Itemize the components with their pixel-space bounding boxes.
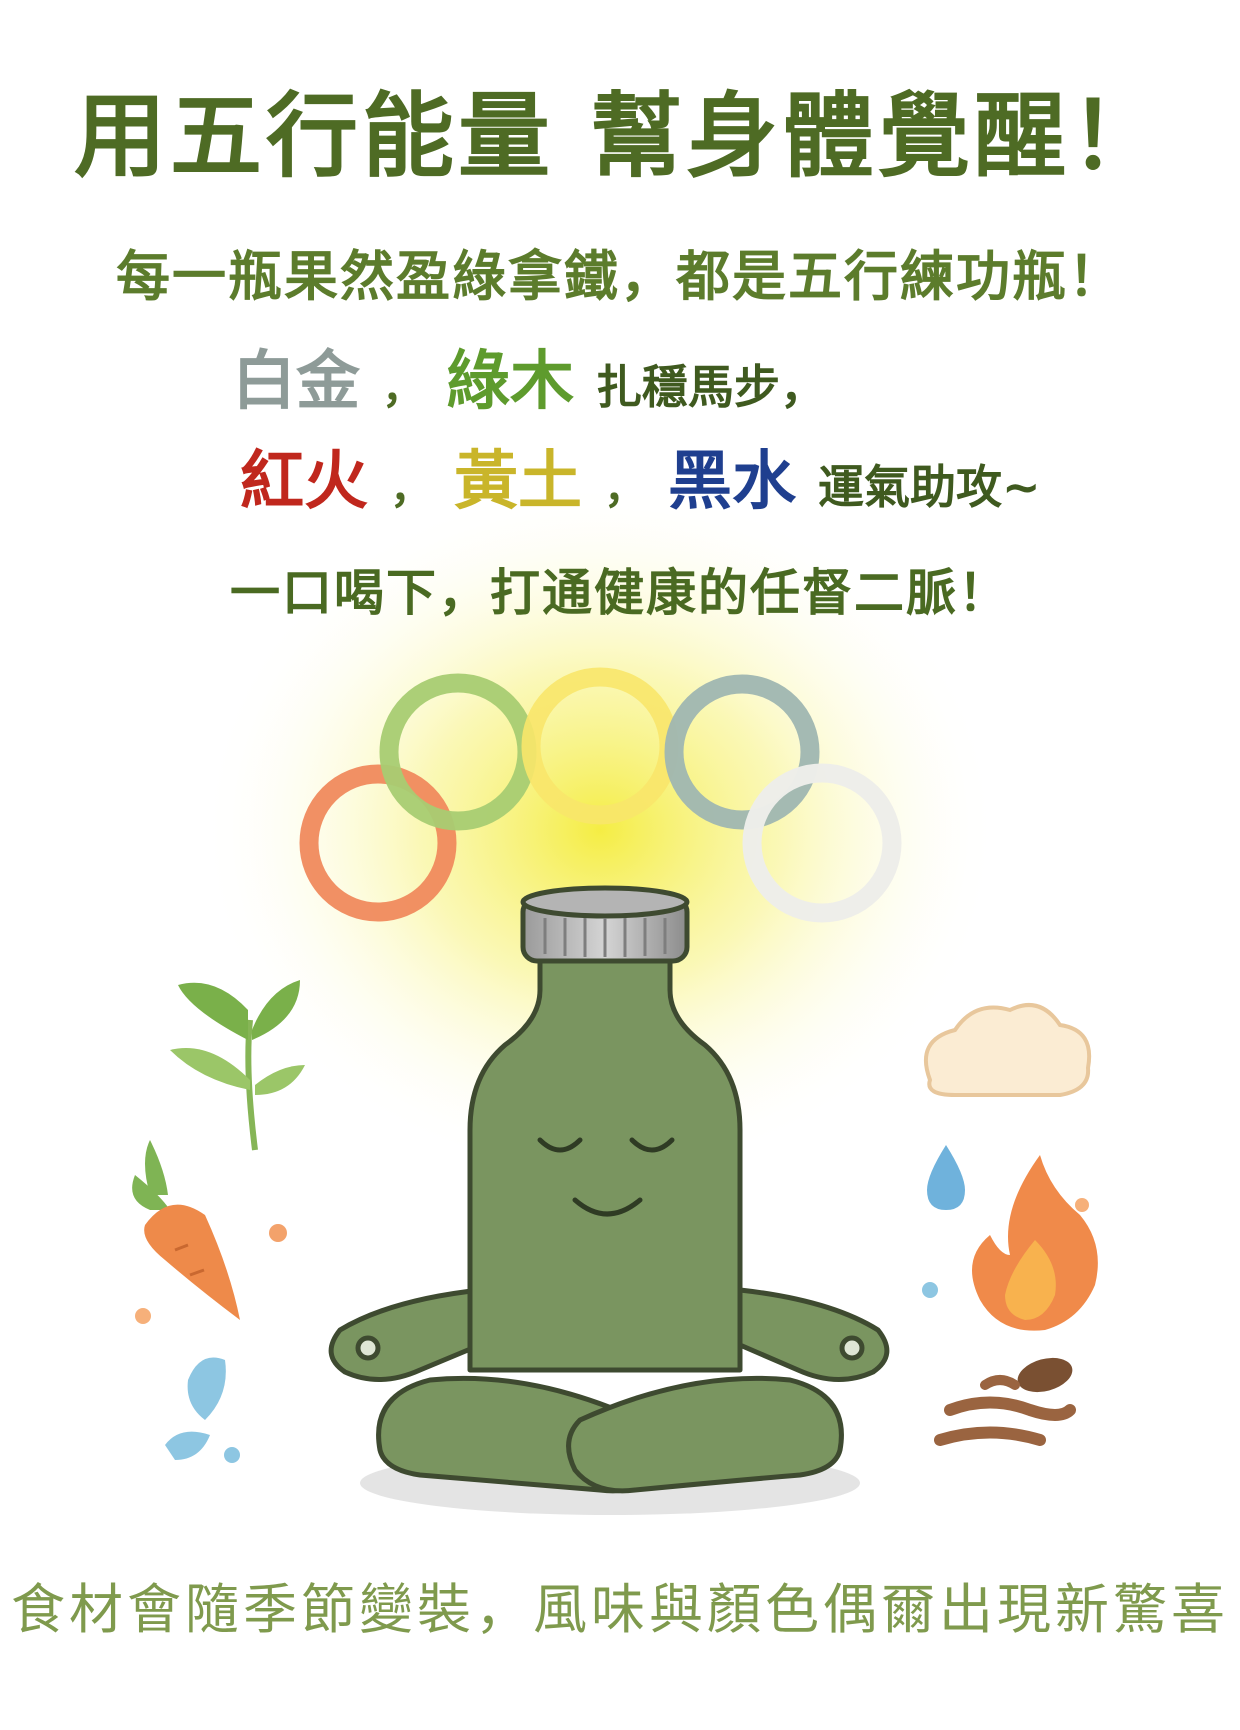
element-line-1: 白金 ， 綠木 扎穩馬步， xyxy=(232,330,826,422)
separator: ， xyxy=(382,364,425,413)
cloud-icon xyxy=(924,1003,1092,1097)
leaf-icon xyxy=(170,980,305,1151)
meditating-bottle xyxy=(328,885,890,1494)
subtitle: 每一瓶果然盈綠拿鐵，都是五行練功瓶！ xyxy=(116,245,1124,308)
element-earth: 黃土 xyxy=(454,445,583,519)
water-drop-icon xyxy=(927,1145,965,1210)
energy-glow xyxy=(200,480,1000,1180)
element-metal: 白金 xyxy=(232,345,360,419)
ring-orange xyxy=(299,764,457,922)
carrot-icon xyxy=(132,1140,240,1320)
element-line-2: 紅火 ， 黃土 ， 黑水 運氣助攻~ xyxy=(240,430,1041,522)
bottle-face xyxy=(537,1137,675,1217)
element-wood: 綠木 xyxy=(446,345,575,419)
five-element-rings xyxy=(299,667,902,923)
tagline: 一口喝下，打通健康的任督二脈！ xyxy=(230,564,1010,622)
coffee-beans-icon xyxy=(934,1357,1076,1446)
page-title: 用五行能量 幫身體覺醒！ xyxy=(73,83,1167,190)
element-line-1-tail: 扎穩馬步， xyxy=(596,360,827,414)
element-fire: 紅火 xyxy=(240,445,368,519)
separator: ， xyxy=(390,464,433,513)
water-splash-icon xyxy=(165,1357,240,1463)
separator: ， xyxy=(604,464,647,513)
flame-icon xyxy=(972,1155,1098,1331)
footer-note: 食材會隨季節變裝，風味與顏色偶爾出現新驚喜 xyxy=(11,1578,1229,1641)
element-water: 黑水 xyxy=(668,445,797,519)
ring-white xyxy=(742,763,902,923)
ring-grey-blue xyxy=(664,674,820,830)
element-line-2-tail: 運氣助攻~ xyxy=(818,460,1041,514)
